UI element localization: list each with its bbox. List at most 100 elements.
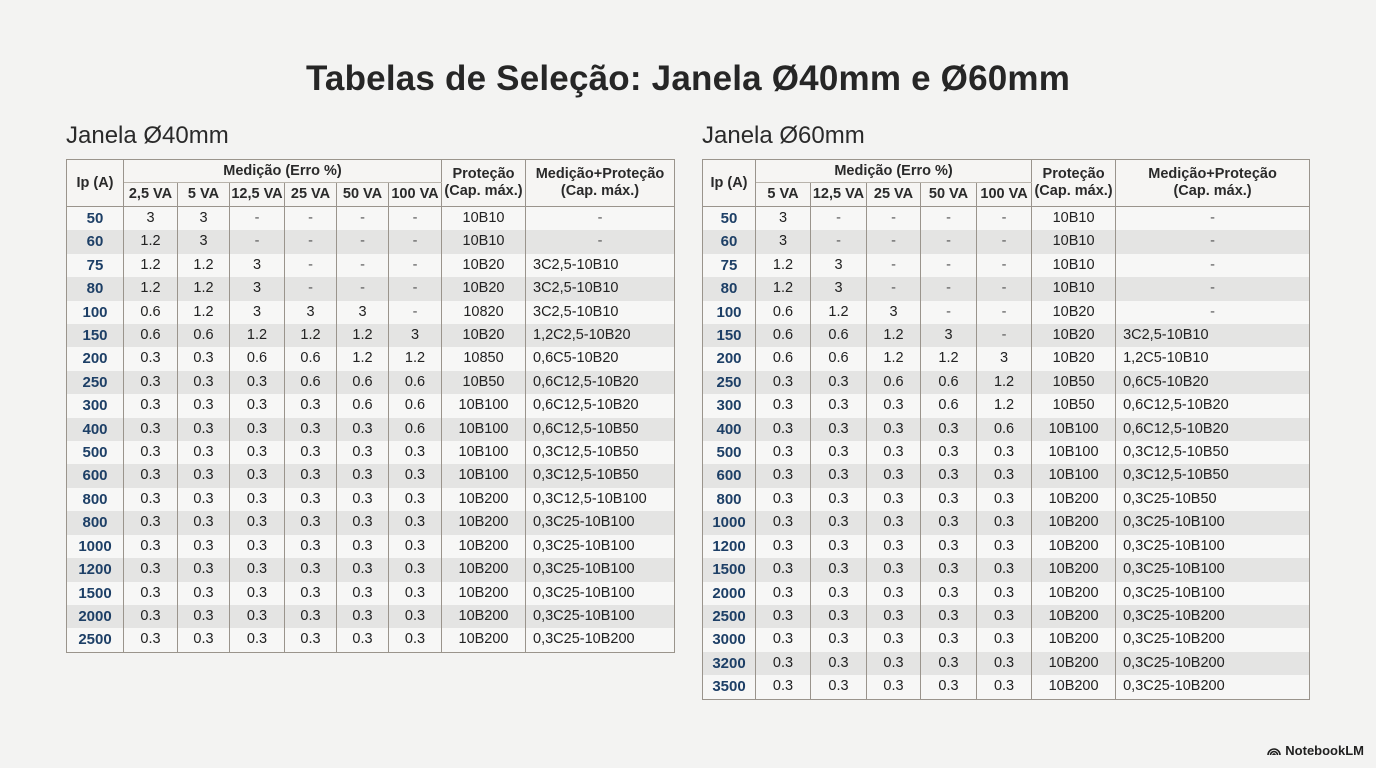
- cell-protecao: 10B10: [1031, 253, 1117, 278]
- table-row: 75 1.2 1.2 3- - -10B20 3C2,5-10B10: [66, 253, 675, 278]
- cell-medicao: 0.3: [336, 534, 389, 559]
- selection-table-40mm: Ip (A) Medição (Erro %) Proteção (Cap. m…: [66, 159, 675, 653]
- table-row: 300 0.3 0.3 0.3 0.3 0.6 0.6 10B100 0,6C12,5-10B2…: [66, 394, 675, 418]
- cell-medicao: 0.3: [336, 604, 389, 629]
- cell-ip: 250: [702, 370, 756, 395]
- cell-medicao: 1.2: [284, 324, 337, 348]
- cell-medicao: 0.3: [975, 487, 1033, 512]
- cell-ip: 75: [702, 253, 756, 278]
- cell-medicao-protecao: 0,3C25-10B100: [525, 534, 675, 559]
- cell-medicao: -: [920, 300, 977, 325]
- cell-medicao: 0.3: [975, 675, 1033, 700]
- cell-medicao-protecao: -: [525, 230, 675, 254]
- cell-ip: 100: [66, 300, 124, 325]
- cell-medicao: 0.6: [336, 370, 389, 395]
- cell-medicao: 0.6: [177, 324, 230, 348]
- cell-medicao: 0.3: [810, 675, 867, 700]
- cell-medicao: 1.2: [866, 324, 921, 348]
- table-row: 1000 0.3 0.3 0.3 0.3 0.3 0.3 10B200 0,3C25-10B10…: [66, 534, 675, 559]
- cell-protecao: 10B20: [441, 277, 526, 301]
- table-row: 800 0.3 0.3 0.3 0.3 0.3 10B200 0,3C25-10B50: [702, 487, 1311, 512]
- cell-medicao-protecao: 0,6C12,5-10B50: [525, 417, 675, 442]
- table-row: 60 1.2 3- - - -10B10-: [66, 230, 675, 254]
- cell-medicao: 0.3: [866, 394, 921, 418]
- cell-ip: 1500: [66, 581, 124, 605]
- cell-medicao: 1.2: [177, 253, 230, 278]
- header-line: Proteção: [1042, 166, 1105, 182]
- table-row: 150 0.6 0.6 1.2 1.2 1.2 3 10B20 1,2C2,5-10B20: [66, 324, 675, 348]
- cell-protecao: 10B10: [441, 230, 526, 254]
- cell-medicao: 0.3: [755, 511, 811, 535]
- column-header-ip: Ip (A): [702, 159, 756, 207]
- table-row: 1200 0.3 0.3 0.3 0.3 0.3 0.3 10B200 0,3C25-10B10…: [66, 558, 675, 582]
- table-row: 150 0.6 0.6 1.2 3-10B20 3C2,5-10B10: [702, 324, 1311, 348]
- table-row: 100 0.6 1.2 3 3 3-10820 3C2,5-10B10: [66, 300, 675, 325]
- cell-medicao: -: [975, 300, 1033, 325]
- cell-medicao: -: [284, 230, 337, 254]
- cell-ip: 3200: [702, 651, 756, 676]
- cell-medicao: 3: [284, 300, 337, 325]
- cell-protecao: 10B200: [441, 534, 526, 559]
- column-header-va: 12,5 VA: [810, 182, 867, 207]
- cell-medicao-protecao: 3C2,5-10B10: [1115, 324, 1311, 348]
- cell-protecao: 10B200: [441, 628, 526, 653]
- cell-protecao: 10B10: [1031, 206, 1117, 231]
- cell-medicao: 0.3: [123, 581, 178, 605]
- column-group-medicao: Medição (Erro %): [123, 159, 442, 183]
- cell-medicao: 0.3: [123, 558, 178, 582]
- cell-medicao-protecao: 0,3C12,5-10B50: [1115, 464, 1311, 488]
- table-row: 500 0.3 0.3 0.3 0.3 0.3 10B100 0,3C12,5-10B50: [702, 441, 1311, 465]
- cell-protecao: 10B20: [441, 324, 526, 348]
- cell-medicao: 0.3: [810, 417, 867, 442]
- cell-protecao: 10850: [441, 347, 526, 371]
- cell-medicao-protecao: 0,3C12,5-10B50: [525, 441, 675, 465]
- cell-medicao: 0.3: [336, 558, 389, 582]
- cell-medicao: 0.6: [755, 347, 811, 371]
- cell-ip: 80: [702, 277, 756, 301]
- cell-medicao: 0.3: [336, 581, 389, 605]
- column-group-medicao: Medição (Erro %): [754, 159, 1033, 183]
- table-row: 250 0.3 0.3 0.3 0.6 0.6 0.6 10B50 0,6C12,5-10B20: [66, 370, 675, 395]
- cell-medicao-protecao: 0,6C5-10B20: [1115, 370, 1311, 395]
- cell-medicao: 0.3: [866, 417, 921, 442]
- brand-label: NotebookLM: [1285, 743, 1364, 758]
- cell-ip: 2500: [66, 628, 124, 653]
- cell-medicao: 0.3: [388, 628, 442, 653]
- cell-medicao: 0.3: [975, 534, 1033, 559]
- cell-medicao: 3: [336, 300, 389, 325]
- cell-ip: 250: [66, 370, 124, 395]
- cell-medicao: 0.3: [810, 487, 867, 512]
- cell-medicao: 0.3: [388, 511, 442, 535]
- cell-medicao: -: [388, 277, 442, 301]
- cell-medicao: 1.2: [975, 370, 1033, 395]
- table-row: 75 1.2 3- - -10B10-: [702, 253, 1311, 278]
- cell-medicao: 0.3: [123, 604, 178, 629]
- cell-medicao: 0.3: [229, 581, 285, 605]
- table-row: 2000 0.3 0.3 0.3 0.3 0.3 10B200 0,3C25-10B100: [702, 581, 1311, 605]
- table-row: 3000 0.3 0.3 0.3 0.3 0.3 10B200 0,3C25-10B200: [702, 628, 1311, 652]
- cell-medicao: 0.3: [755, 651, 811, 676]
- cell-medicao: 0.3: [975, 441, 1033, 465]
- cell-ip: 60: [66, 230, 124, 254]
- cell-medicao-protecao: -: [1115, 277, 1311, 301]
- cell-ip: 2500: [702, 604, 756, 629]
- cell-medicao: -: [284, 277, 337, 301]
- cell-medicao: 0.3: [866, 651, 921, 676]
- column-header-va: 25 VA: [866, 182, 921, 207]
- cell-medicao: 0.3: [975, 628, 1033, 652]
- cell-medicao: 0.6: [920, 370, 977, 395]
- cell-medicao: 0.3: [975, 581, 1033, 605]
- header-line: (Cap. máx.): [444, 183, 523, 199]
- cell-medicao: 3: [388, 324, 442, 348]
- cell-ip: 800: [702, 487, 756, 512]
- cell-medicao: -: [810, 206, 867, 231]
- cell-ip: 300: [702, 394, 756, 418]
- section-heading: Janela Ø60mm: [702, 122, 865, 149]
- cell-medicao-protecao: 0,6C12,5-10B20: [525, 370, 675, 395]
- cell-medicao: 0.3: [123, 394, 178, 418]
- cell-medicao: -: [920, 206, 977, 231]
- cell-medicao-protecao: 0,3C25-10B100: [1115, 534, 1311, 559]
- cell-medicao: 1.2: [920, 347, 977, 371]
- cell-medicao: 0.6: [388, 417, 442, 442]
- cell-medicao: -: [975, 206, 1033, 231]
